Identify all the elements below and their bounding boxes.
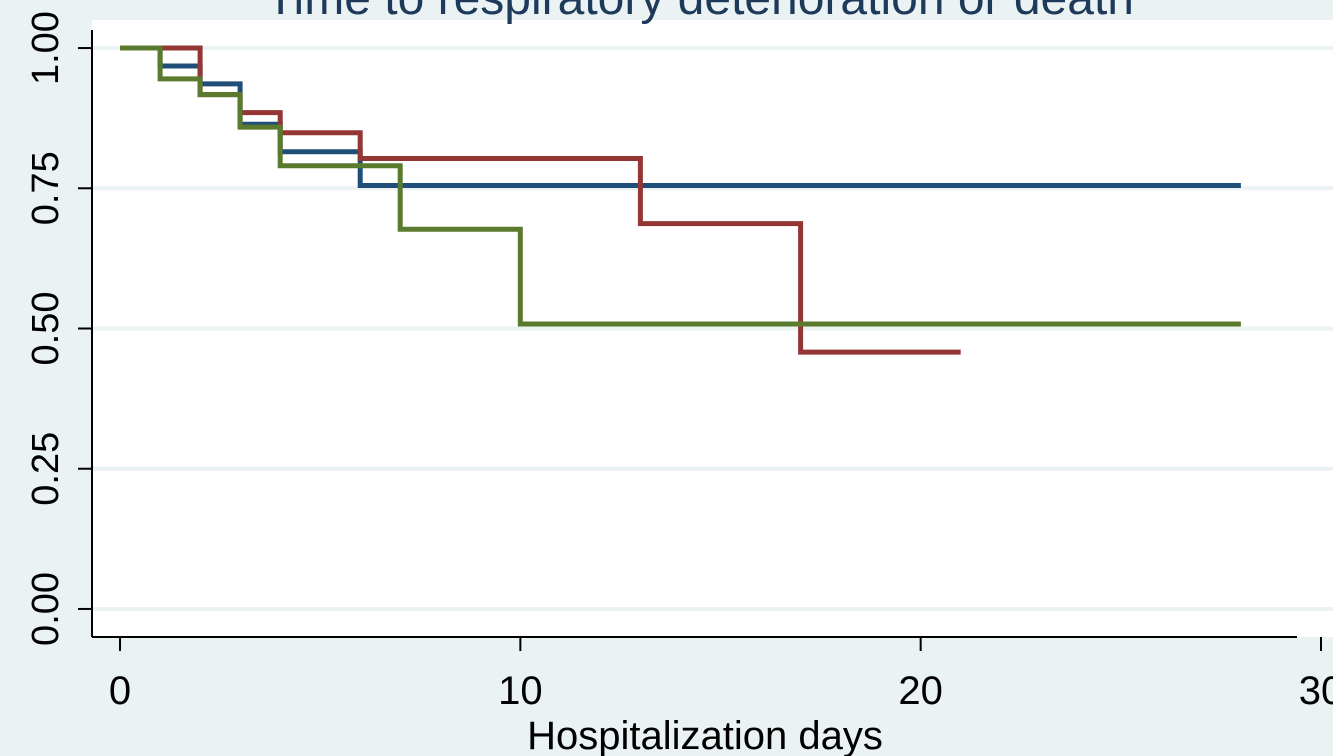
x-tick-label: 20 [898,669,943,713]
axes: 0.00 0.25 0.50 0.75 1.00 0 10 20 30 [25,11,1333,713]
y-tick-label: 0.75 [25,151,67,225]
x-axis-label: Hospitalization days [527,714,883,756]
y-tick-label: 0.00 [25,572,67,646]
x-tick-label: 30 [1299,669,1333,713]
grid-lines [92,46,1333,611]
x-tick-label: 10 [498,669,543,713]
x-tick-label: 0 [109,669,131,713]
y-tick-label: 0.50 [25,292,67,366]
y-tick-label: 1.00 [25,11,67,85]
chart-title: Time to respiratory deterioration or dea… [266,0,1134,25]
y-tick-label: 0.25 [25,432,67,506]
series-lines [120,45,1241,355]
series-line-3 [120,45,1241,327]
